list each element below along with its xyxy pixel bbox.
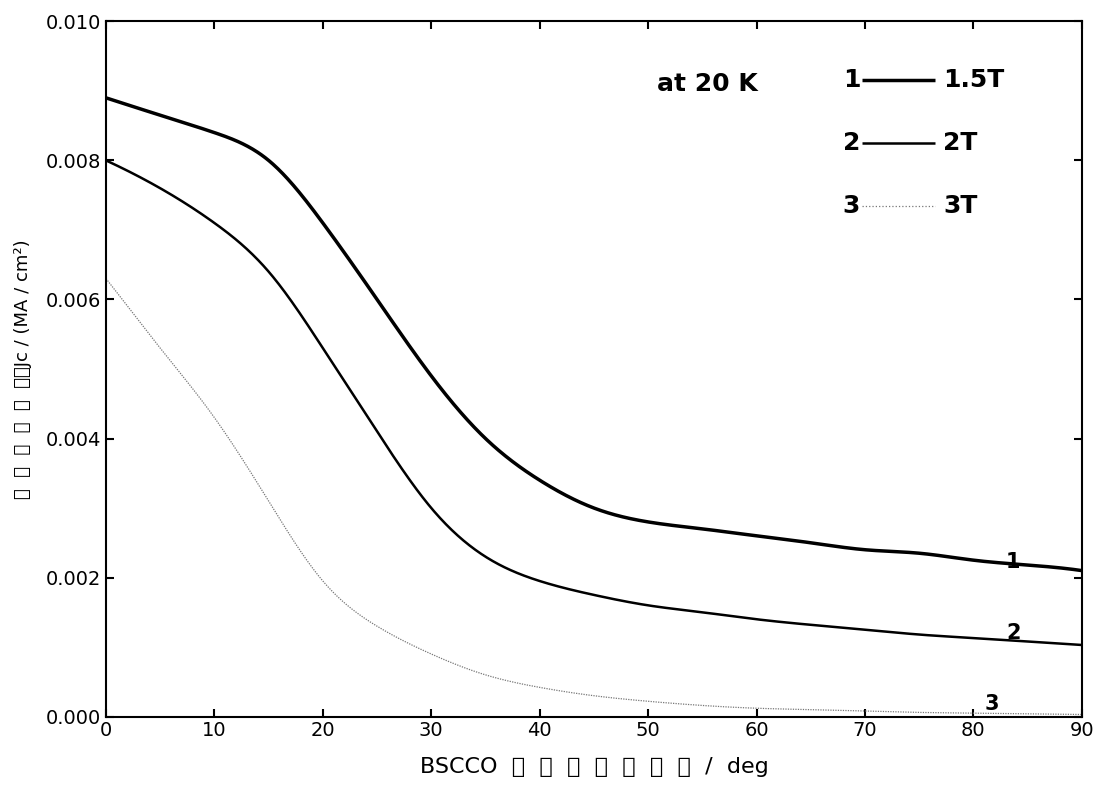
- X-axis label: BSCCO  表  面  与  磁  场  夹  角  /  deg: BSCCO 表 面 与 磁 场 夹 角 / deg: [420, 757, 768, 777]
- Text: 3: 3: [984, 694, 998, 714]
- Text: 1: 1: [1006, 552, 1020, 572]
- Text: at 20 K: at 20 K: [657, 72, 758, 96]
- Y-axis label: 临  界  电  流  密  度，Jc / (MA / cm²): 临 界 电 流 密 度，Jc / (MA / cm²): [14, 239, 32, 499]
- Text: 3T: 3T: [943, 194, 977, 218]
- Text: 2: 2: [1006, 623, 1020, 643]
- Text: 2: 2: [843, 131, 860, 155]
- Text: 1: 1: [843, 69, 860, 93]
- Text: 2T: 2T: [943, 131, 977, 155]
- Text: 1.5T: 1.5T: [943, 69, 1005, 93]
- Text: 3: 3: [843, 194, 860, 218]
